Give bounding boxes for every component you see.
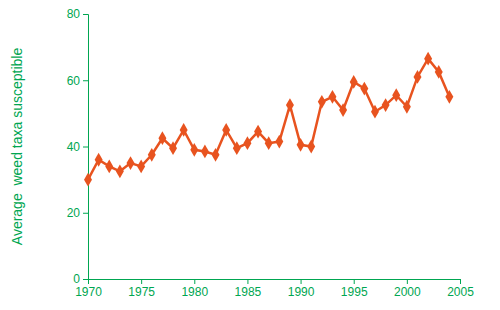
x-tick-label: 1995 xyxy=(341,285,368,299)
marker xyxy=(403,100,411,114)
marker xyxy=(360,82,368,96)
x-tick-mark xyxy=(301,279,302,284)
x-axis-line xyxy=(89,280,461,285)
marker xyxy=(233,141,241,155)
y-tick-label: 80 xyxy=(67,7,81,21)
y-axis-title: Average weed taxa susceptible xyxy=(9,48,25,246)
marker xyxy=(222,123,230,137)
y-tick-label: 20 xyxy=(67,206,81,220)
y-tick-mark xyxy=(83,14,88,15)
marker xyxy=(84,173,92,187)
marker xyxy=(307,140,315,154)
line xyxy=(88,59,449,180)
marker xyxy=(137,159,145,173)
chart: 1970 1975 1980 1985 1990 1995 2000 2005 0 20 40 60 8… xyxy=(0,0,500,310)
x-tick: 1985 xyxy=(235,279,262,299)
plot: 1970 1975 1980 1985 1990 1995 2000 2005 0 20 40 60 8… xyxy=(67,7,475,298)
x-tick: 2000 xyxy=(394,279,421,299)
x-tick: 1990 xyxy=(288,279,315,299)
y-tick: 20 xyxy=(67,206,88,220)
y-tick: 60 xyxy=(67,74,88,88)
x-tick: 2005 xyxy=(447,279,474,299)
x-tick: 1995 xyxy=(341,279,368,299)
marker xyxy=(435,65,443,79)
y-tick-label: 0 xyxy=(73,272,80,286)
x-tick-mark xyxy=(354,279,355,284)
x-tick-label: 1975 xyxy=(128,285,155,299)
marker xyxy=(105,159,113,173)
x-tick-label: 2005 xyxy=(447,285,474,299)
marker xyxy=(95,153,103,167)
x-tick-mark xyxy=(141,279,142,284)
x-tick-mark xyxy=(407,279,408,284)
marker xyxy=(180,123,188,137)
marker xyxy=(286,98,294,112)
x-tick-label: 2000 xyxy=(394,285,421,299)
marker xyxy=(424,52,432,66)
marker xyxy=(169,141,177,155)
marker xyxy=(254,125,262,139)
y-axis-line xyxy=(83,15,89,280)
marker xyxy=(350,75,358,89)
marker xyxy=(445,90,453,104)
marker xyxy=(127,156,135,170)
marker xyxy=(201,145,209,159)
marker xyxy=(297,138,305,152)
x-tick-mark xyxy=(460,279,461,284)
y-tick: 40 xyxy=(67,140,88,154)
y-axis: 0 20 40 60 80 xyxy=(67,7,89,286)
marker xyxy=(116,164,124,178)
y-tick-mark xyxy=(83,213,88,214)
y-tick: 0 xyxy=(73,272,88,286)
marker xyxy=(392,88,400,102)
series xyxy=(84,52,453,187)
marker xyxy=(382,98,390,112)
marker xyxy=(339,103,347,117)
marker xyxy=(328,90,336,104)
marker xyxy=(414,70,422,84)
marker xyxy=(148,148,156,162)
y-tick-label: 60 xyxy=(67,74,81,88)
marker xyxy=(265,136,273,150)
marker xyxy=(318,95,326,109)
x-tick-mark xyxy=(247,279,248,284)
marker xyxy=(158,131,166,145)
x-axis: 1970 1975 1980 1985 1990 1995 2000 2005 xyxy=(75,279,474,299)
marker xyxy=(212,148,220,162)
y-tick-label: 40 xyxy=(67,140,81,154)
y-tick: 80 xyxy=(67,7,88,21)
x-tick-mark xyxy=(194,279,195,284)
x-tick: 1975 xyxy=(128,279,155,299)
marker xyxy=(275,135,283,149)
x-tick-label: 1985 xyxy=(235,285,262,299)
x-tick-label: 1970 xyxy=(75,285,102,299)
marker xyxy=(371,105,379,119)
x-tick-label: 1990 xyxy=(288,285,315,299)
marker xyxy=(190,143,198,157)
y-tick-mark xyxy=(83,279,88,280)
y-tick-mark xyxy=(83,80,88,81)
y-tick-mark xyxy=(83,147,88,148)
x-tick: 1980 xyxy=(181,279,208,299)
x-tick-label: 1980 xyxy=(181,285,208,299)
marker xyxy=(243,136,251,150)
